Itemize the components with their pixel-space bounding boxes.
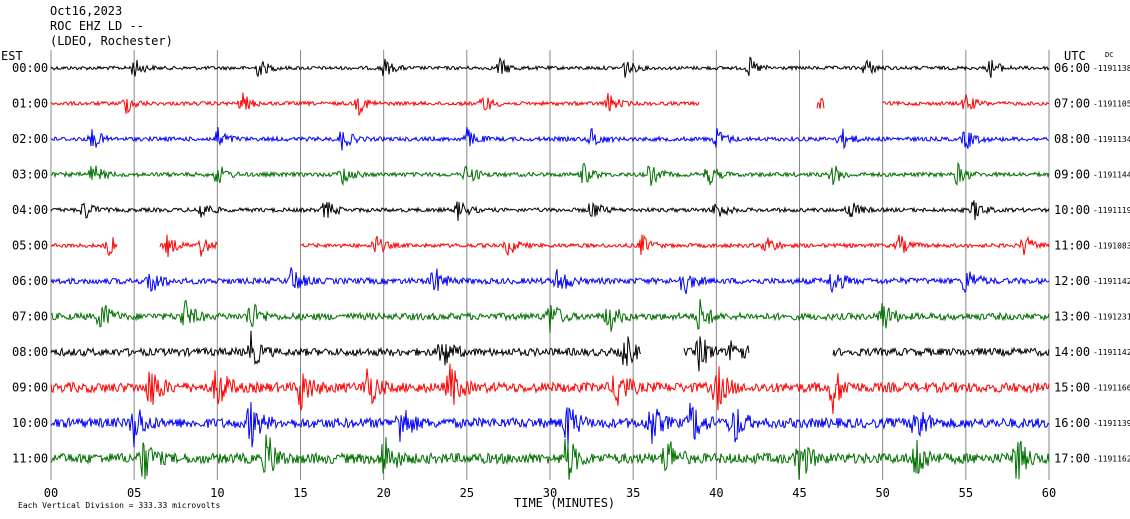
dc-offset: -1191083 (1093, 242, 1130, 251)
x-tick-label: 10 (210, 486, 224, 500)
dc-offset: -1191119 (1093, 206, 1130, 215)
seismic-trace (50, 363, 1050, 414)
x-tick-label: 15 (293, 486, 307, 500)
utc-row-label: 11:00 (1054, 239, 1090, 253)
est-row-label: 03:00 (12, 168, 48, 182)
seismic-trace (50, 200, 1050, 221)
est-row-label: 08:00 (12, 345, 48, 359)
dc-offset: -1191105 (1093, 100, 1130, 109)
seismic-trace (50, 92, 1050, 117)
dc-offset: -1191139 (1093, 419, 1130, 428)
utc-row-label: 10:00 (1054, 203, 1090, 217)
dc-offset: -1191134 (1093, 135, 1130, 144)
vertical-gridlines (50, 50, 1050, 480)
est-row-label: 06:00 (12, 274, 48, 288)
x-tick-label: 20 (376, 486, 390, 500)
x-tick-label: 05 (127, 486, 141, 500)
x-tick-label: 60 (1042, 486, 1056, 500)
est-row-label: 01:00 (12, 97, 48, 111)
utc-row-label: 17:00 (1054, 452, 1090, 466)
seismic-trace (50, 434, 1050, 480)
dc-offset: -1191142 (1093, 277, 1130, 286)
seismic-trace (50, 234, 1050, 258)
est-axis-label: EST (1, 49, 23, 63)
est-row-label: 09:00 (12, 381, 48, 395)
dc-offset: -1191166 (1093, 384, 1130, 393)
dc-offset: -1191231 (1093, 313, 1130, 322)
utc-row-label: 14:00 (1054, 345, 1090, 359)
x-tick-labels: 00 05 10 15 20 25 30 35 40 45 50 55 60 (44, 486, 1056, 500)
est-row-label: 04:00 (12, 203, 48, 217)
x-tick-label: 50 (875, 486, 889, 500)
utc-row-label: 08:00 (1054, 132, 1090, 146)
utc-row-label: 15:00 (1054, 381, 1090, 395)
est-row-label: 00:00 (12, 61, 48, 75)
utc-row-label: 13:00 (1054, 310, 1090, 324)
est-row-label: 05:00 (12, 239, 48, 253)
x-tick-label: 30 (543, 486, 557, 500)
utc-row-label: 12:00 (1054, 274, 1090, 288)
est-row-label: 11:00 (12, 452, 48, 466)
x-tick-label: 25 (460, 486, 474, 500)
dc-offset: -1191138 (1093, 64, 1130, 73)
chart-date: Oct16,2023 (50, 4, 122, 18)
utc-axis-label: UTC (1064, 49, 1086, 63)
x-tick-label: 55 (959, 486, 973, 500)
utc-row-label: 06:00 (1054, 61, 1090, 75)
est-row-label: 10:00 (12, 416, 48, 430)
est-row-label: 07:00 (12, 310, 48, 324)
x-tick-label: 40 (709, 486, 723, 500)
chart-network: (LDEO, Rochester) (50, 34, 173, 48)
seismic-trace (50, 401, 1050, 448)
x-axis-label: TIME (MINUTES) (514, 496, 615, 510)
seismic-traces (50, 56, 1050, 480)
utc-row-label: 16:00 (1054, 416, 1090, 430)
footer-note: Each Vertical Division = 333.33 microvol… (18, 501, 220, 510)
dc-offset: -1191142 (1093, 348, 1130, 357)
chart-station: ROC EHZ LD -- (50, 19, 144, 33)
seismic-trace (50, 56, 1050, 78)
seismic-trace (50, 126, 1049, 151)
utc-row-label: 09:00 (1054, 168, 1090, 182)
dc-label: DC (1105, 51, 1113, 59)
seismic-trace (50, 267, 1050, 295)
x-tick-label: 35 (626, 486, 640, 500)
x-tick-label: 45 (792, 486, 806, 500)
seismic-trace (50, 161, 1050, 187)
dc-offset: -1191162 (1093, 455, 1130, 464)
seismic-trace (50, 299, 1050, 334)
x-tick-label: 00 (44, 486, 58, 500)
seismic-trace (50, 330, 1050, 372)
dc-offset: -1191144 (1093, 171, 1130, 180)
utc-row-label: 07:00 (1054, 97, 1090, 111)
est-row-label: 02:00 (12, 132, 48, 146)
